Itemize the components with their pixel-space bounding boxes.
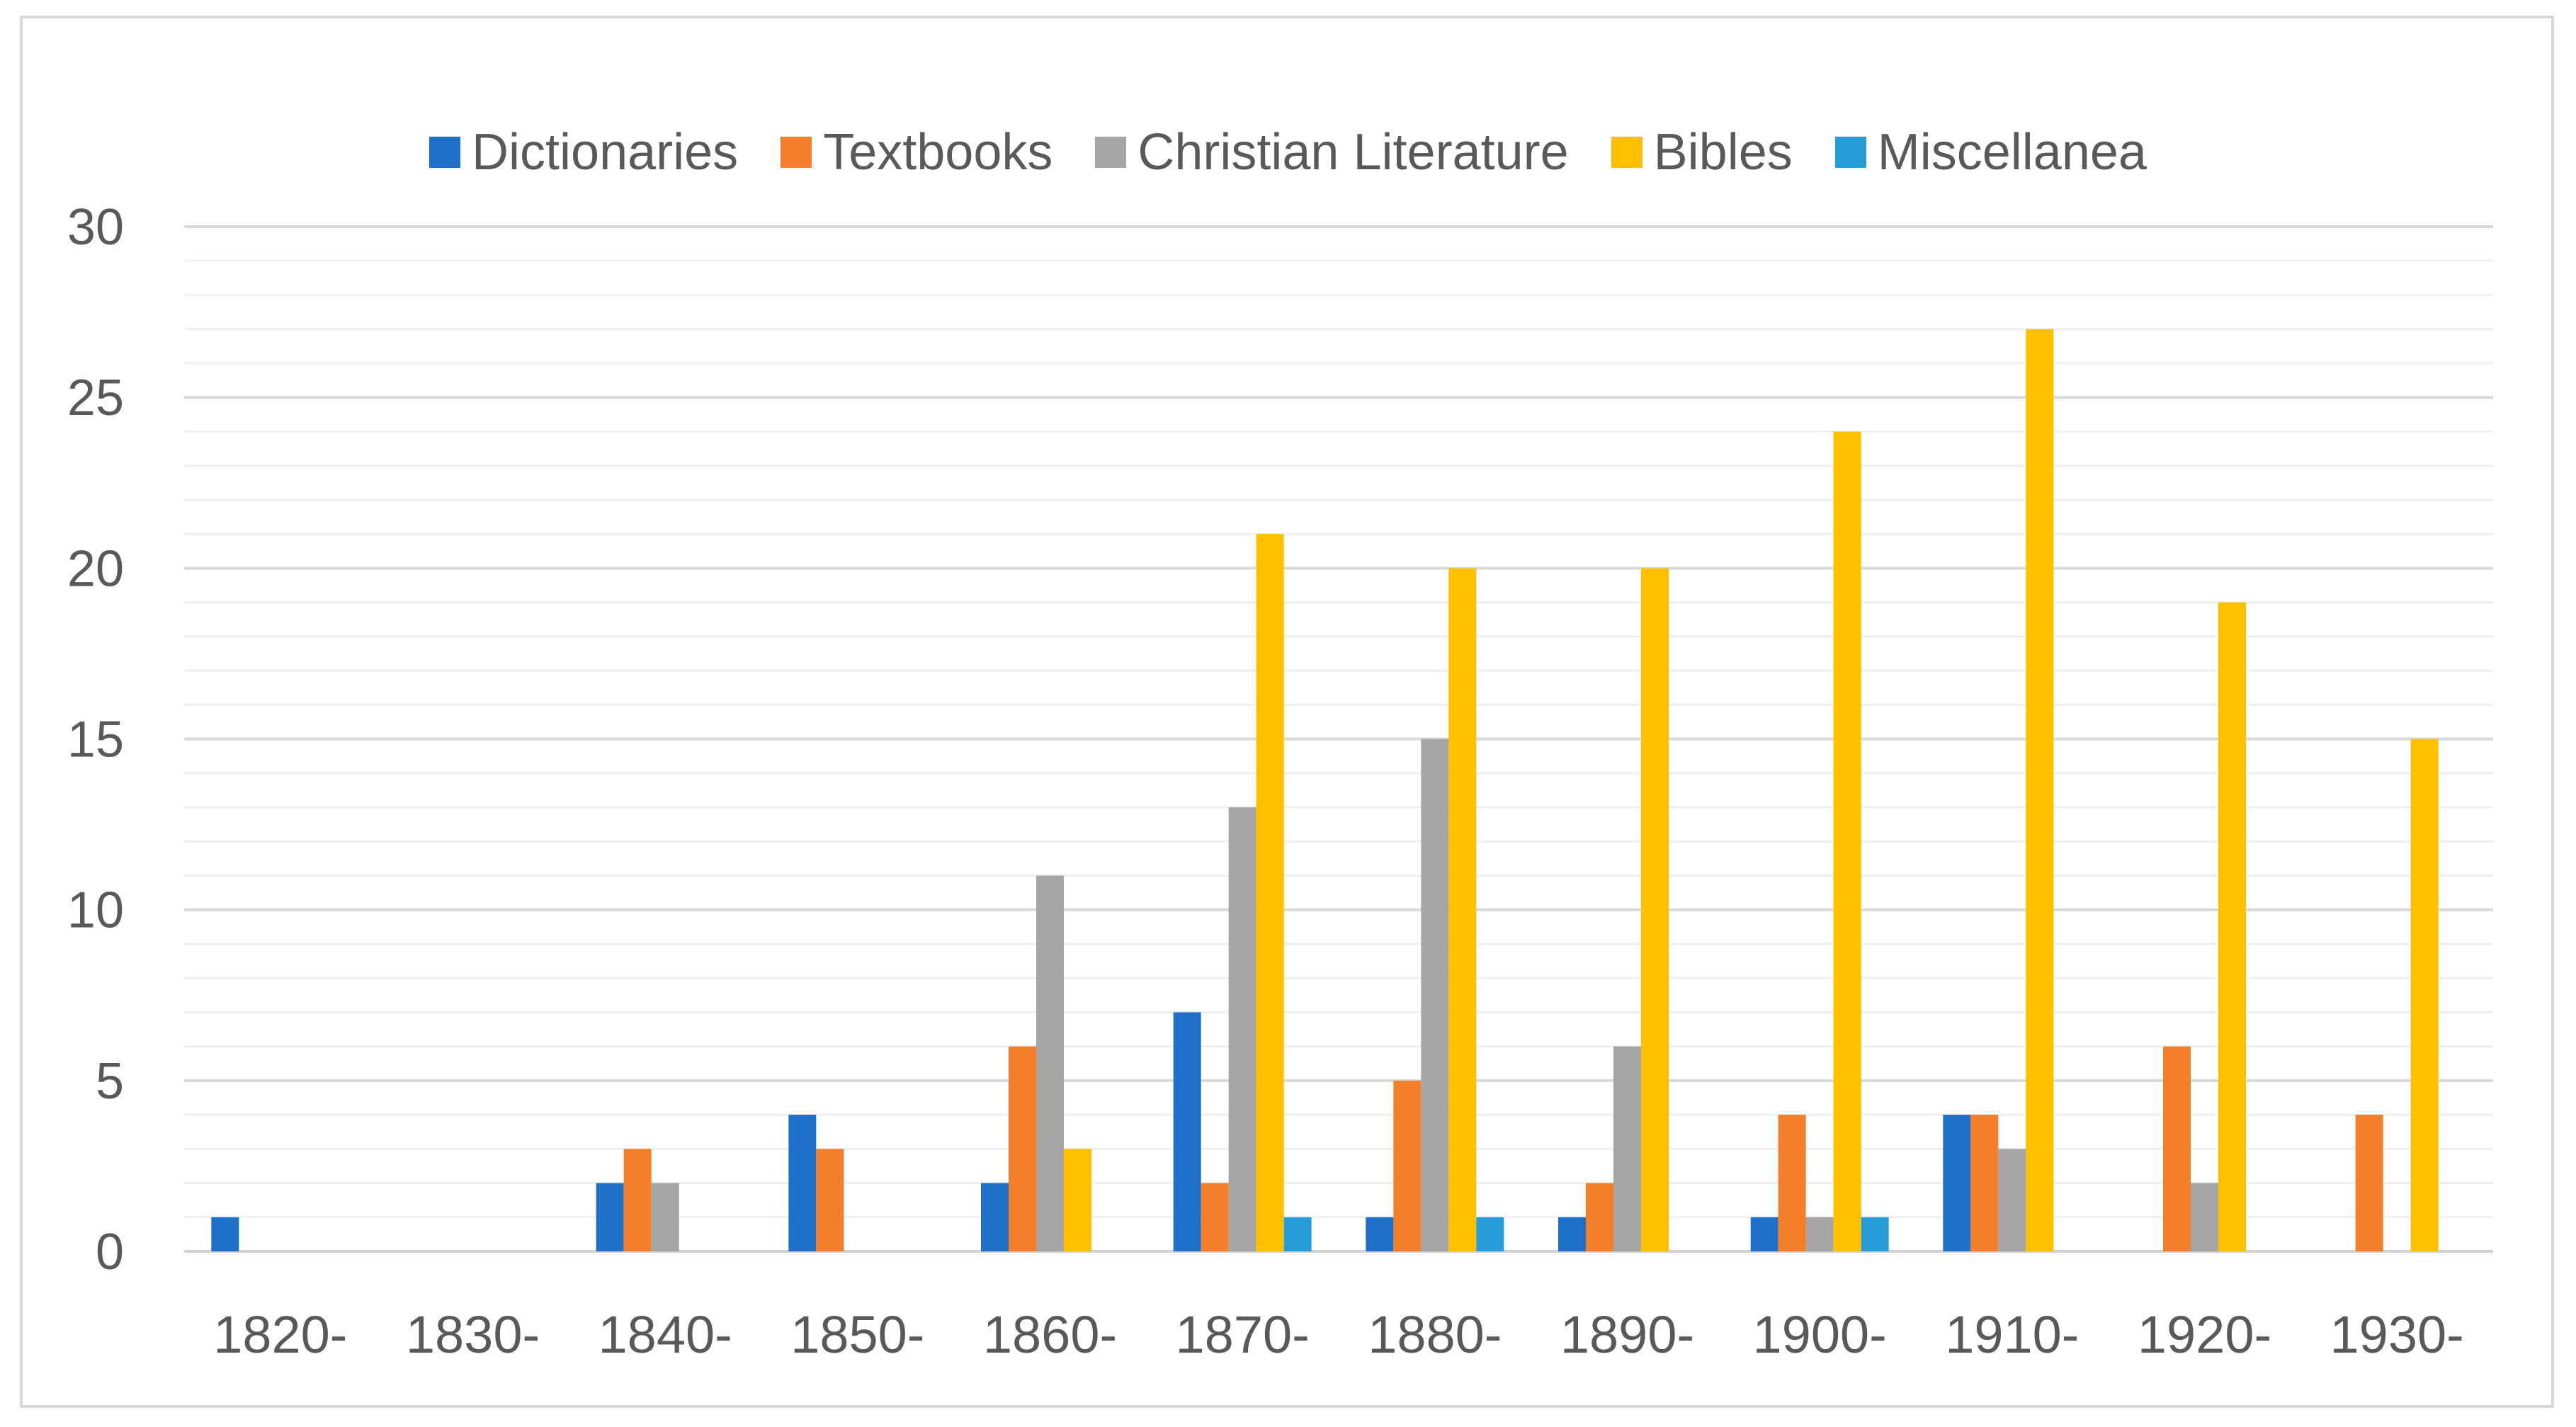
bar-bibles [2410,739,2439,1251]
legend-swatch-bibles [1611,137,1642,168]
legend-item-christian-literature: Christian Literature [1095,123,1569,181]
y-tick-label: 5 [96,1053,124,1110]
bar-christian-literature [651,1183,679,1251]
legend-item-textbooks: Textbooks [781,123,1052,181]
y-tick-label: 20 [67,540,124,597]
x-tick-label: 1930- [2330,1305,2464,1364]
bar-textbooks [1778,1115,1806,1251]
legend-label-textbooks: Textbooks [823,124,1053,181]
bar-dictionaries [788,1115,817,1251]
bar-textbooks [2355,1115,2383,1251]
bar-textbooks [1009,1046,1036,1251]
x-axis-tick-labels: 1820- 1830- 1840- 1850- 1860- 1870- 1880- 1890-… [213,1305,2464,1364]
bar-dictionaries [1173,1012,1201,1251]
y-tick-label: 30 [67,199,124,256]
bar-textbooks [816,1149,844,1251]
legend-item-dictionaries: Dictionaries [429,123,738,181]
y-tick-label: 0 [96,1224,124,1280]
legend-item-bibles: Bibles [1611,123,1793,181]
legend-swatch-christian-literature [1095,137,1127,168]
bar-christian-literature [1036,875,1064,1251]
bar-christian-literature [1228,807,1256,1251]
x-tick-label: 1880- [1368,1305,1502,1364]
legend-swatch-dictionaries [429,137,461,168]
bar-textbooks [1393,1080,1422,1251]
bar-textbooks [623,1149,652,1251]
x-tick-label: 1840- [598,1305,732,1364]
x-tick-label: 1890- [1560,1305,1694,1364]
bar-dictionaries [1558,1217,1586,1251]
bar-bibles [1641,568,1669,1251]
legend-swatch-textbooks [781,137,812,168]
bar-bibles [2026,329,2054,1252]
bar-dictionaries [1943,1115,1971,1251]
legend-swatch-miscellanea [1834,137,1866,168]
bar-bibles [1064,1149,1091,1251]
bar-christian-literature [2191,1183,2218,1251]
x-tick-label: 1860- [983,1305,1117,1364]
y-axis-tick-labels: 0 5 10 15 20 25 30 [67,199,124,1280]
legend: Dictionaries Textbooks Christian Literat… [0,117,2576,188]
bar-miscellanea [1861,1217,1889,1251]
bar-bibles [1256,534,1284,1251]
bar-bibles [1448,568,1477,1251]
bar-dictionaries [1366,1217,1394,1251]
legend-item-miscellanea: Miscellanea [1834,123,2147,181]
x-tick-label: 1900- [1753,1305,1887,1364]
minor-gridlines [184,259,2493,1219]
bar-christian-literature [1613,1046,1641,1251]
legend-label-miscellanea: Miscellanea [1877,124,2147,181]
bar-bibles [2218,602,2246,1251]
legend-label-bibles: Bibles [1653,124,1793,181]
x-tick-label: 1850- [790,1305,924,1364]
bar-bibles [1833,431,1861,1251]
chart-frame [20,16,2554,1408]
bar-textbooks [1970,1115,1999,1251]
y-tick-label: 10 [67,882,124,939]
x-tick-label: 1920- [2138,1305,2271,1364]
bar-dictionaries [596,1183,624,1251]
y-tick-label: 15 [67,712,124,768]
legend-label-dictionaries: Dictionaries [472,124,739,181]
bar-miscellanea [1476,1217,1504,1251]
bar-dictionaries [211,1217,239,1251]
bar-textbooks [1201,1183,1229,1251]
x-tick-label: 1870- [1176,1305,1310,1364]
bar-textbooks [1586,1183,1613,1251]
x-tick-label: 1820- [213,1305,347,1364]
bar-textbooks [2163,1046,2191,1251]
x-tick-label: 1910- [1945,1305,2079,1364]
x-tick-label: 1830- [406,1305,540,1364]
legend-label-christian-literature: Christian Literature [1137,124,1569,181]
y-tick-label: 25 [67,370,124,426]
major-gridlines [184,225,2493,1253]
bars [211,329,2439,1252]
bar-christian-literature [1805,1217,1834,1251]
bar-christian-literature [1421,739,1449,1251]
bar-christian-literature [1998,1149,2026,1251]
bar-dictionaries [1750,1217,1778,1251]
bar-miscellanea [1283,1217,1312,1251]
bar-dictionaries [981,1183,1009,1251]
